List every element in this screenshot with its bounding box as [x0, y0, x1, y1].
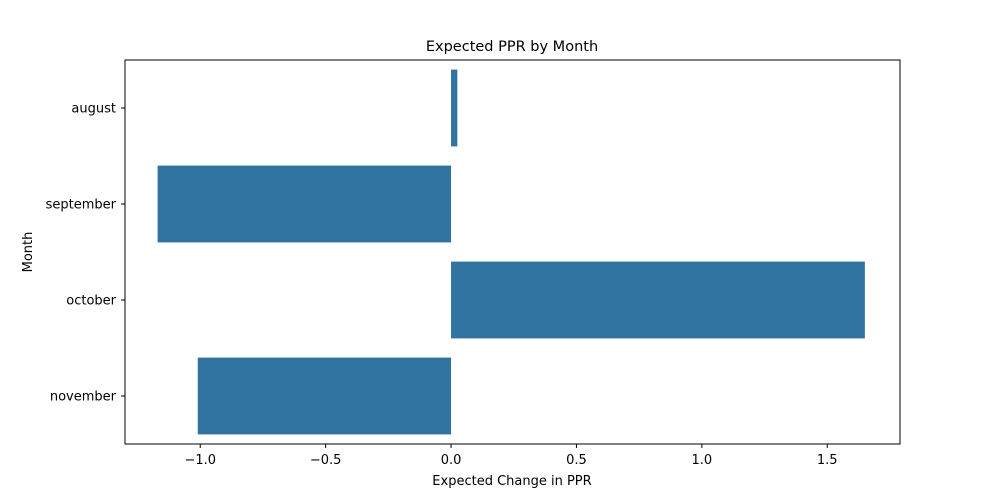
y-tick-label-september: september [46, 198, 117, 213]
x-tick-label: 0.5 [566, 453, 587, 468]
chart-title: Expected PPR by Month [426, 39, 598, 55]
bar-august [451, 69, 458, 147]
x-tick-label: 0.0 [441, 453, 462, 468]
bar-october [451, 261, 865, 339]
x-axis-label: Expected Change in PPR [432, 474, 591, 489]
x-axis: −1.0 −0.5 0.0 0.5 1.0 1.5 [184, 444, 838, 468]
x-tick-label: 1.0 [692, 453, 713, 468]
y-axis: august september october november [46, 102, 125, 405]
x-tick-label: −1.0 [184, 453, 216, 468]
x-tick-label: −0.5 [310, 453, 342, 468]
bar-november [197, 357, 452, 435]
y-tick-label-november: november [50, 390, 117, 405]
bar-september [157, 165, 452, 243]
y-tick-label-august: august [71, 102, 116, 117]
y-tick-label-october: october [66, 294, 116, 309]
y-axis-label: Month [21, 232, 36, 273]
bars-layer [157, 69, 865, 435]
x-tick-label: 1.5 [817, 453, 838, 468]
plot-frame [124, 59, 901, 445]
